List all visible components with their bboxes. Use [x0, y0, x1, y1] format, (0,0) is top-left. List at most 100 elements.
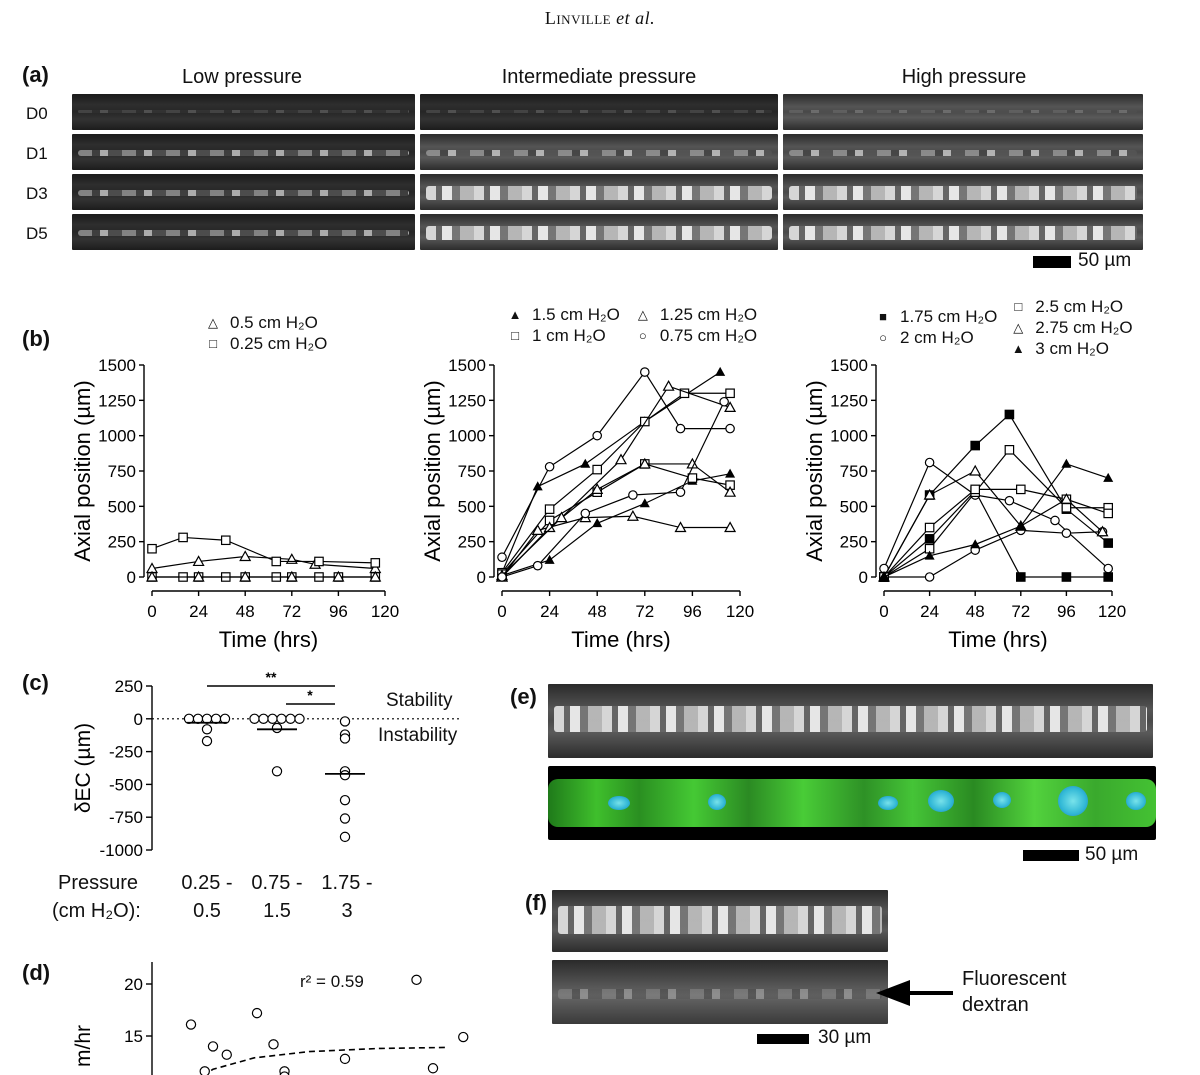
y-axis-label: m/hr [72, 1025, 95, 1067]
data-point [626, 509, 639, 521]
legend-label: 2.75 cm H₂O [1035, 317, 1133, 337]
legend-label: 0.5 cm H₂O [230, 312, 318, 332]
micrograph-low-d1 [72, 134, 415, 170]
triangle-marker-icon: △ [1013, 319, 1024, 335]
data-point [497, 572, 507, 582]
data-point [724, 521, 737, 533]
data-point [591, 483, 604, 494]
data-point [970, 440, 980, 451]
brightfield-image-f [552, 890, 888, 952]
arrow-label-line1: Fluorescent [962, 968, 1067, 990]
data-point [592, 464, 602, 475]
data-point [1004, 444, 1015, 455]
filled-triangle-marker-icon: ▲ [1011, 341, 1025, 356]
fit-curve [202, 1046, 447, 1075]
significance-marker: ** [266, 669, 277, 685]
x-tick-label: 0 [879, 602, 888, 621]
data-point [411, 974, 422, 986]
x-tick-label: 96 [1057, 602, 1076, 621]
y-tick-label: 15 [124, 1027, 143, 1046]
micrograph-mid-d0 [420, 94, 778, 130]
micrograph-low-d0 [72, 94, 415, 130]
circle-marker-icon: ○ [879, 330, 887, 345]
significance-marker: * [307, 687, 313, 703]
data-point [1103, 538, 1113, 548]
data-point [145, 570, 159, 582]
legend-label: 2.5 cm H₂O [1035, 296, 1124, 316]
group-label-2-bottom: 1.5 [263, 900, 291, 922]
data-point [1061, 502, 1072, 513]
data-point [592, 430, 602, 441]
x-tick-label: 72 [635, 602, 654, 621]
arrow-head-icon [876, 980, 910, 1006]
data-point [675, 487, 686, 497]
micrograph-low-d3 [72, 174, 415, 210]
data-point [592, 518, 603, 528]
row-label-d3: D3 [26, 184, 48, 203]
data-point [878, 571, 890, 581]
x-tick-label: 24 [920, 602, 939, 621]
series-line [883, 470, 1103, 578]
data-point [178, 532, 188, 543]
data-point [427, 1063, 439, 1074]
triangle-marker-icon: △ [637, 306, 648, 322]
y-tick-label: -500 [109, 775, 143, 794]
legend-label: 1.5 cm H₂O [532, 304, 620, 324]
data-point [314, 556, 324, 567]
chart-b-intermediate-pressure: 0 250 500 750 1000 1250 1500 0 24 48 72 96 120 Time (… [420, 356, 754, 652]
legend-item: ▲ 3 cm H₂O [1005, 338, 1132, 359]
y-tick-label: 20 [124, 975, 143, 994]
y-tick-label: 250 [840, 533, 868, 552]
data-point [199, 1066, 210, 1075]
data-point [674, 521, 687, 533]
pressure-unit-label: (cm H₂O): [52, 900, 141, 922]
scale-bar-a [1033, 256, 1071, 268]
legend-item: ○ 0.75 cm H₂O [630, 325, 757, 346]
data-point [271, 556, 282, 567]
x-tick-label: 72 [282, 602, 301, 621]
y-tick-label: 0 [477, 568, 486, 587]
y-tick-label: 250 [458, 533, 486, 552]
filled-triangle-marker-icon: ▲ [508, 307, 522, 322]
data-point [1061, 572, 1072, 582]
data-point [715, 366, 726, 376]
x-tick-label: 120 [726, 602, 754, 621]
data-point [370, 558, 381, 568]
brightfield-image-e [548, 684, 1153, 758]
group-label-3-top: 1.75 - [321, 872, 373, 894]
series-line [151, 536, 376, 564]
data-point [294, 713, 305, 725]
scale-label-f: 30 µm [818, 1027, 872, 1048]
square-marker-icon: □ [1014, 299, 1023, 314]
y-tick-label: 250 [108, 533, 136, 552]
row-label-d1: D1 [26, 144, 48, 163]
arrow-shaft [905, 991, 953, 995]
y-tick-label: 1000 [98, 427, 136, 446]
y-tick-label: 0 [127, 568, 136, 587]
micrograph-low-d5 [72, 214, 415, 250]
y-tick-label: 0 [859, 568, 868, 587]
y-axis-label: Axial position (µm) [802, 380, 827, 561]
data-point [640, 367, 650, 377]
data-point [285, 713, 296, 725]
series-line [883, 463, 1109, 578]
data-point [725, 423, 735, 434]
row-label-d0: D0 [26, 104, 48, 123]
data-point [687, 473, 698, 483]
data-point [725, 388, 735, 399]
legend-item: △ 2.75 cm H₂O [1005, 317, 1132, 338]
data-point [1103, 563, 1113, 574]
series-line [501, 401, 725, 578]
series-line [884, 529, 1103, 578]
legend-b-mid: ▲ 1.5 cm H₂O △ 1.25 cm H₂O □ 1 cm H₂O ○ 0.75… [502, 304, 758, 346]
data-point [969, 464, 982, 476]
micrograph-high-d1 [783, 134, 1143, 170]
data-point [192, 570, 205, 582]
data-point [662, 379, 675, 391]
series-line [883, 488, 1109, 578]
y-axis-label: Axial position (µm) [70, 380, 95, 561]
y-tick-label: 750 [458, 462, 486, 481]
x-tick-label: 0 [147, 602, 156, 621]
data-point [719, 396, 729, 407]
y-tick-label: 1000 [830, 427, 868, 446]
